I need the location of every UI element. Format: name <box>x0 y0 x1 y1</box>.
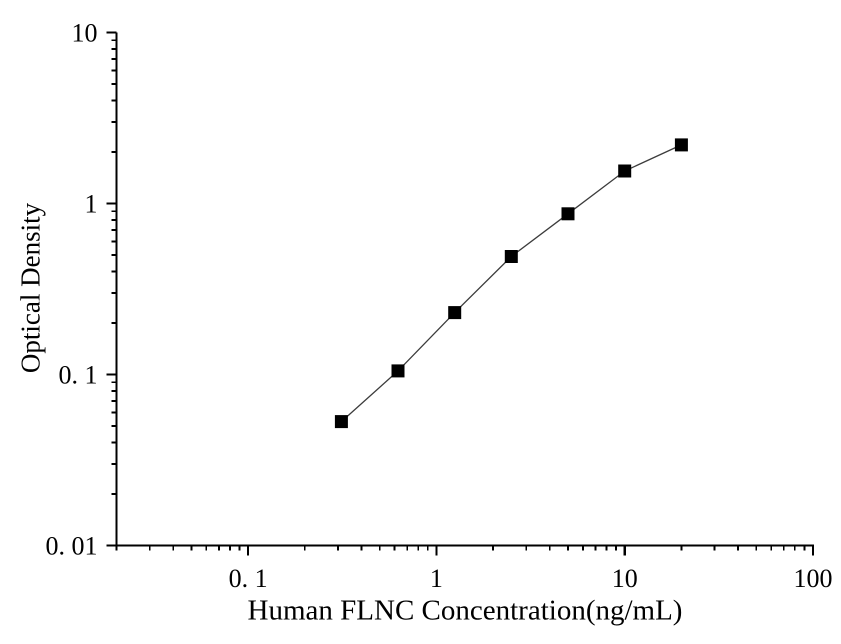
y-tick-label: 10 <box>72 19 98 48</box>
y-tick-label: 1 <box>85 190 98 219</box>
x-tick-label: 1 <box>430 564 443 593</box>
data-point-marker <box>561 207 575 221</box>
y-tick-label: 0. 1 <box>59 361 98 390</box>
x-tick-label: 100 <box>794 564 833 593</box>
data-point-marker <box>618 164 632 178</box>
data-point-marker <box>391 364 405 378</box>
x-tick-label: 10 <box>612 564 638 593</box>
x-tick-label: 0. 1 <box>229 564 268 593</box>
x-axis-title: Human FLNC Concentration(ng/mL) <box>247 594 683 627</box>
y-tick-label: 0. 01 <box>46 532 98 561</box>
data-point-marker <box>504 250 518 263</box>
series-line <box>340 144 682 423</box>
y-axis-title: Optical Density <box>15 202 46 374</box>
data-point-marker <box>448 306 462 320</box>
data-point-marker <box>674 138 688 152</box>
data-point-marker <box>334 415 348 429</box>
